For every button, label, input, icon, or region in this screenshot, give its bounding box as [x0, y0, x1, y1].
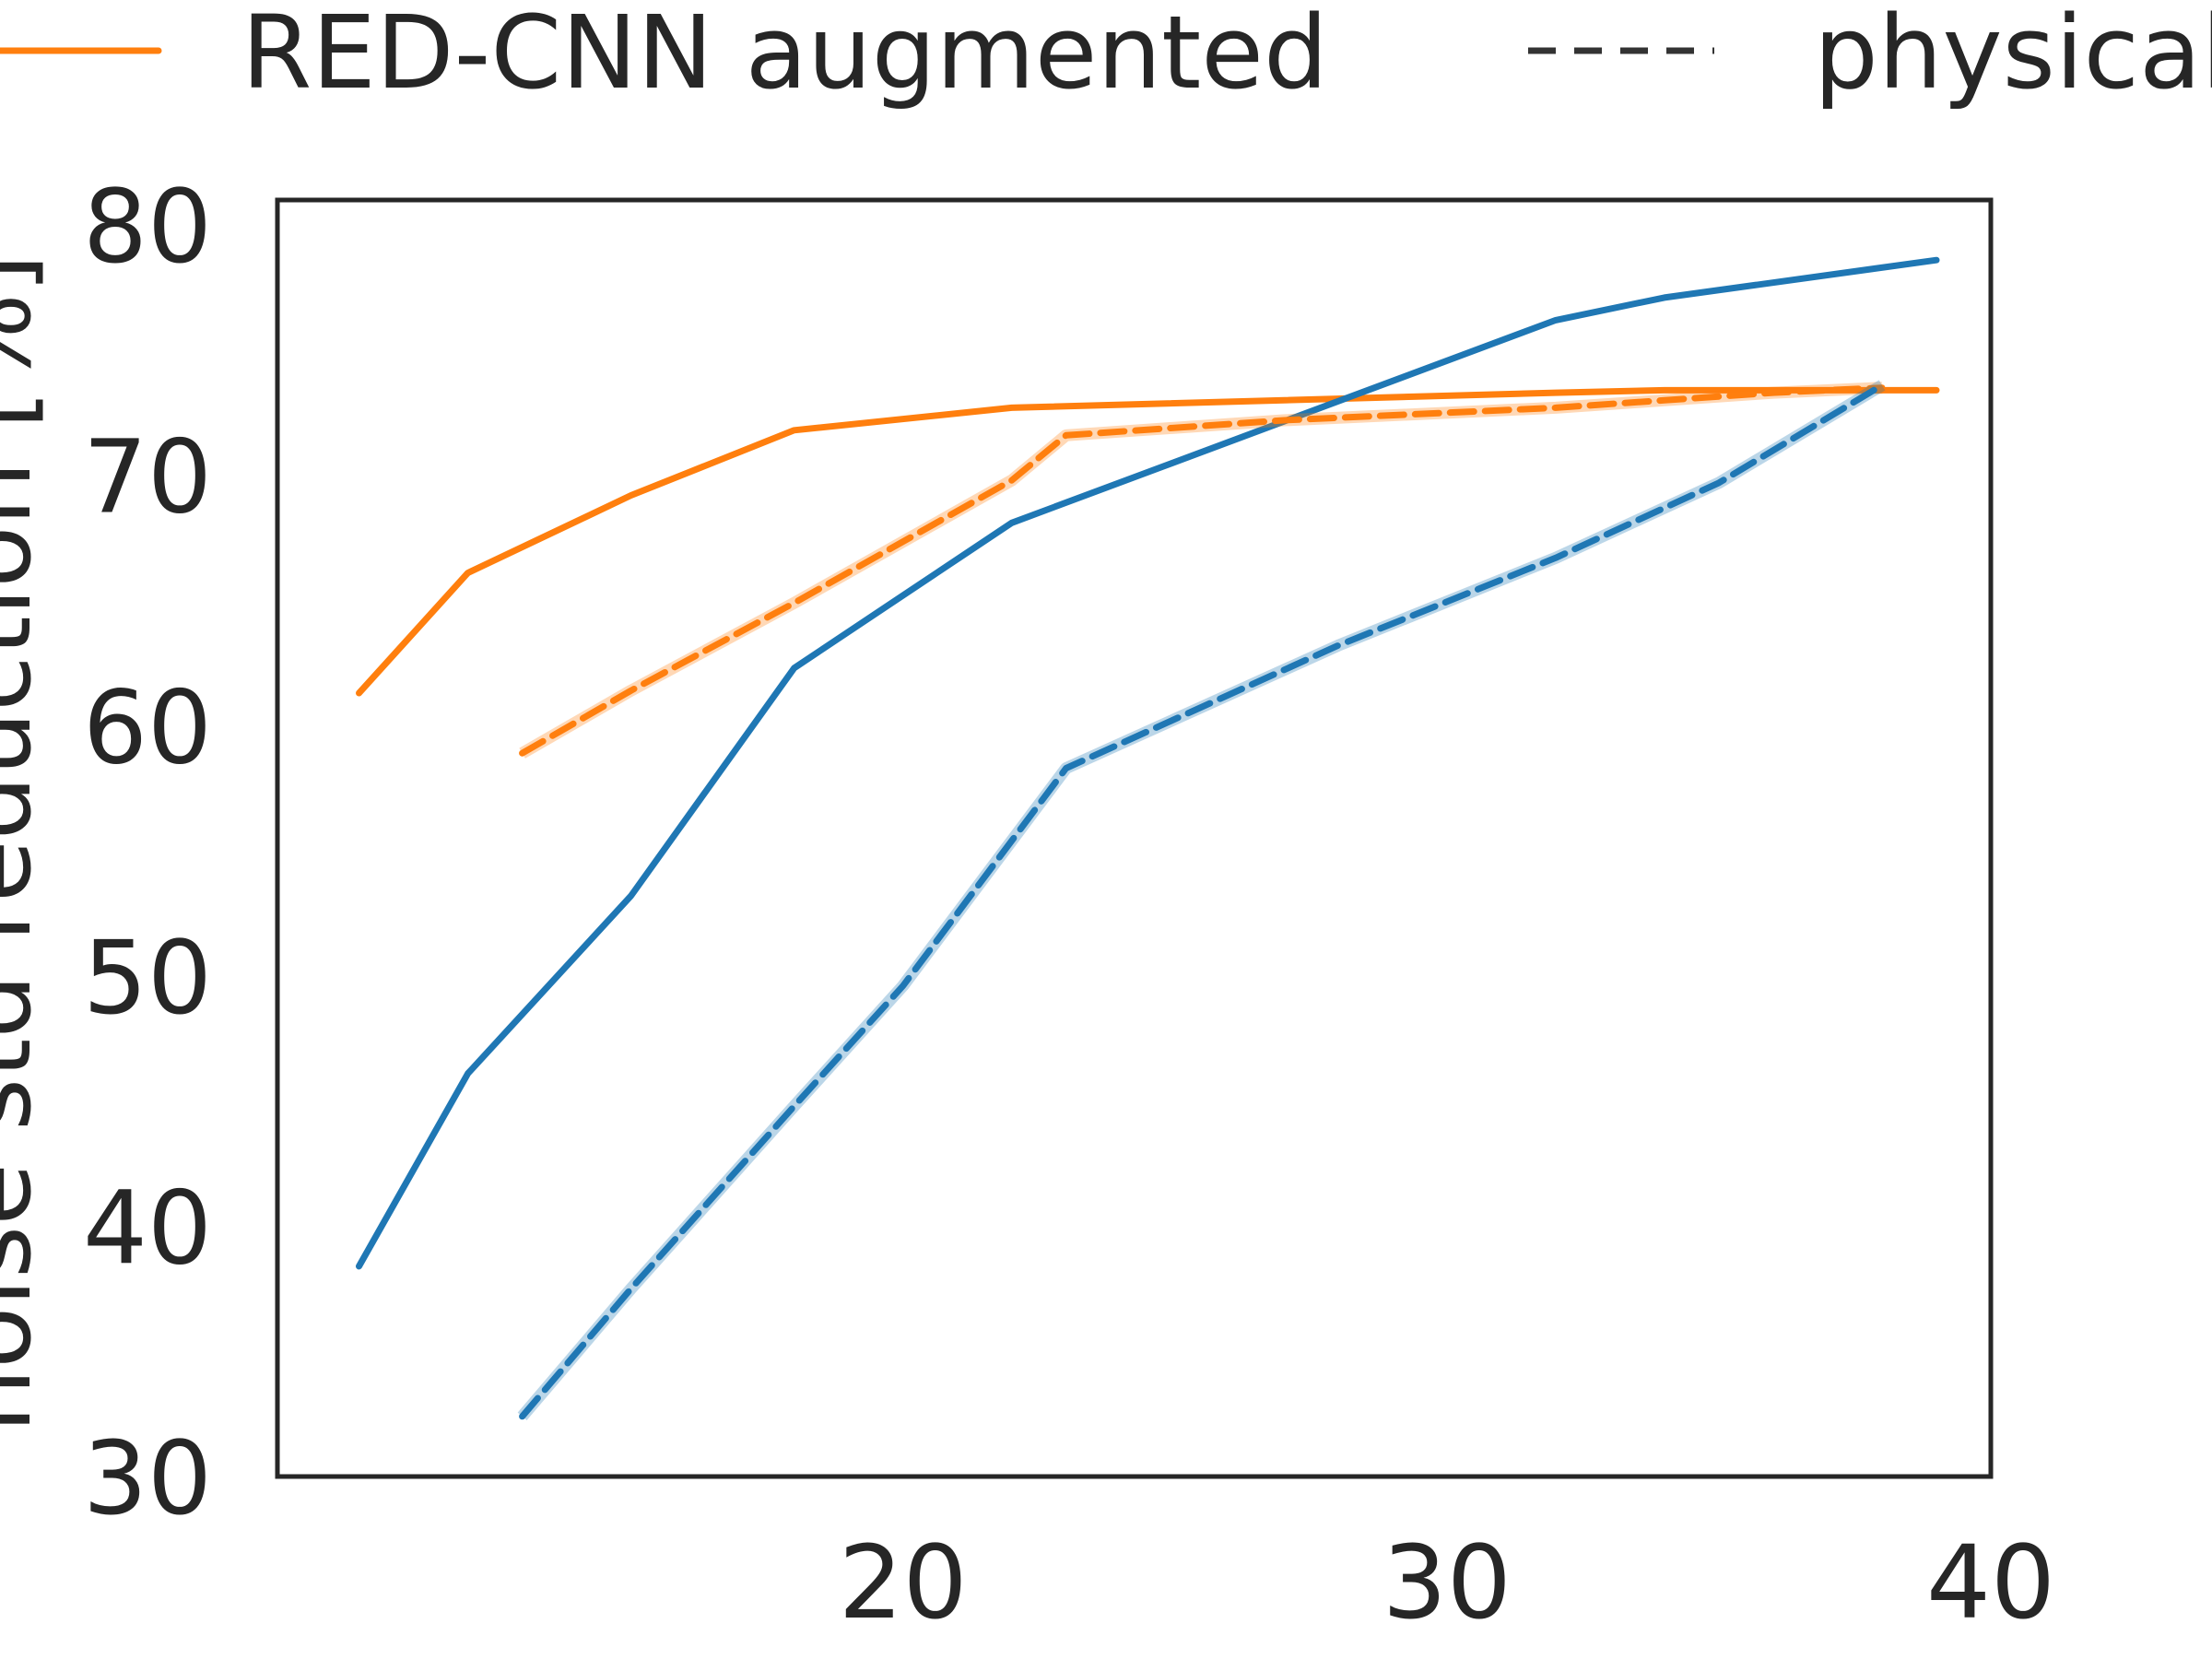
plot-frame — [275, 197, 1994, 1479]
x-tick-label: 40 — [1926, 1524, 2055, 1641]
series-2-dashed-line — [519, 384, 1886, 757]
x-axis: 20 30 40 — [839, 1524, 2055, 1641]
y-axis-label: noise std reduction [%] — [0, 253, 53, 1432]
series-0-solid-line — [356, 386, 1940, 697]
x-tick-label: 30 — [1382, 1524, 1512, 1641]
series-3-halo — [517, 380, 1886, 1421]
y-tick-label: 30 — [83, 1419, 212, 1537]
plot-area — [356, 256, 1940, 1421]
series-2-halo — [519, 382, 1883, 759]
x-tick-label: 20 — [839, 1524, 968, 1641]
legend-label-red-cnn-augmented: RED-CNN augmented — [241, 0, 1328, 112]
legend-label-physical: physical — [1814, 0, 2212, 112]
y-tick-label: 70 — [83, 418, 212, 536]
y-tick-label: 80 — [83, 168, 212, 286]
legend: RED-CNN augmented physical — [0, 0, 2212, 112]
y-tick-label: 60 — [83, 668, 212, 786]
series-1-solid-line — [356, 256, 1940, 1270]
y-axis: 30 40 50 60 70 80 — [83, 168, 212, 1537]
y-tick-label: 50 — [83, 919, 212, 1037]
y-tick-label: 40 — [83, 1169, 212, 1287]
series-3-dashed-line — [519, 382, 1886, 1420]
